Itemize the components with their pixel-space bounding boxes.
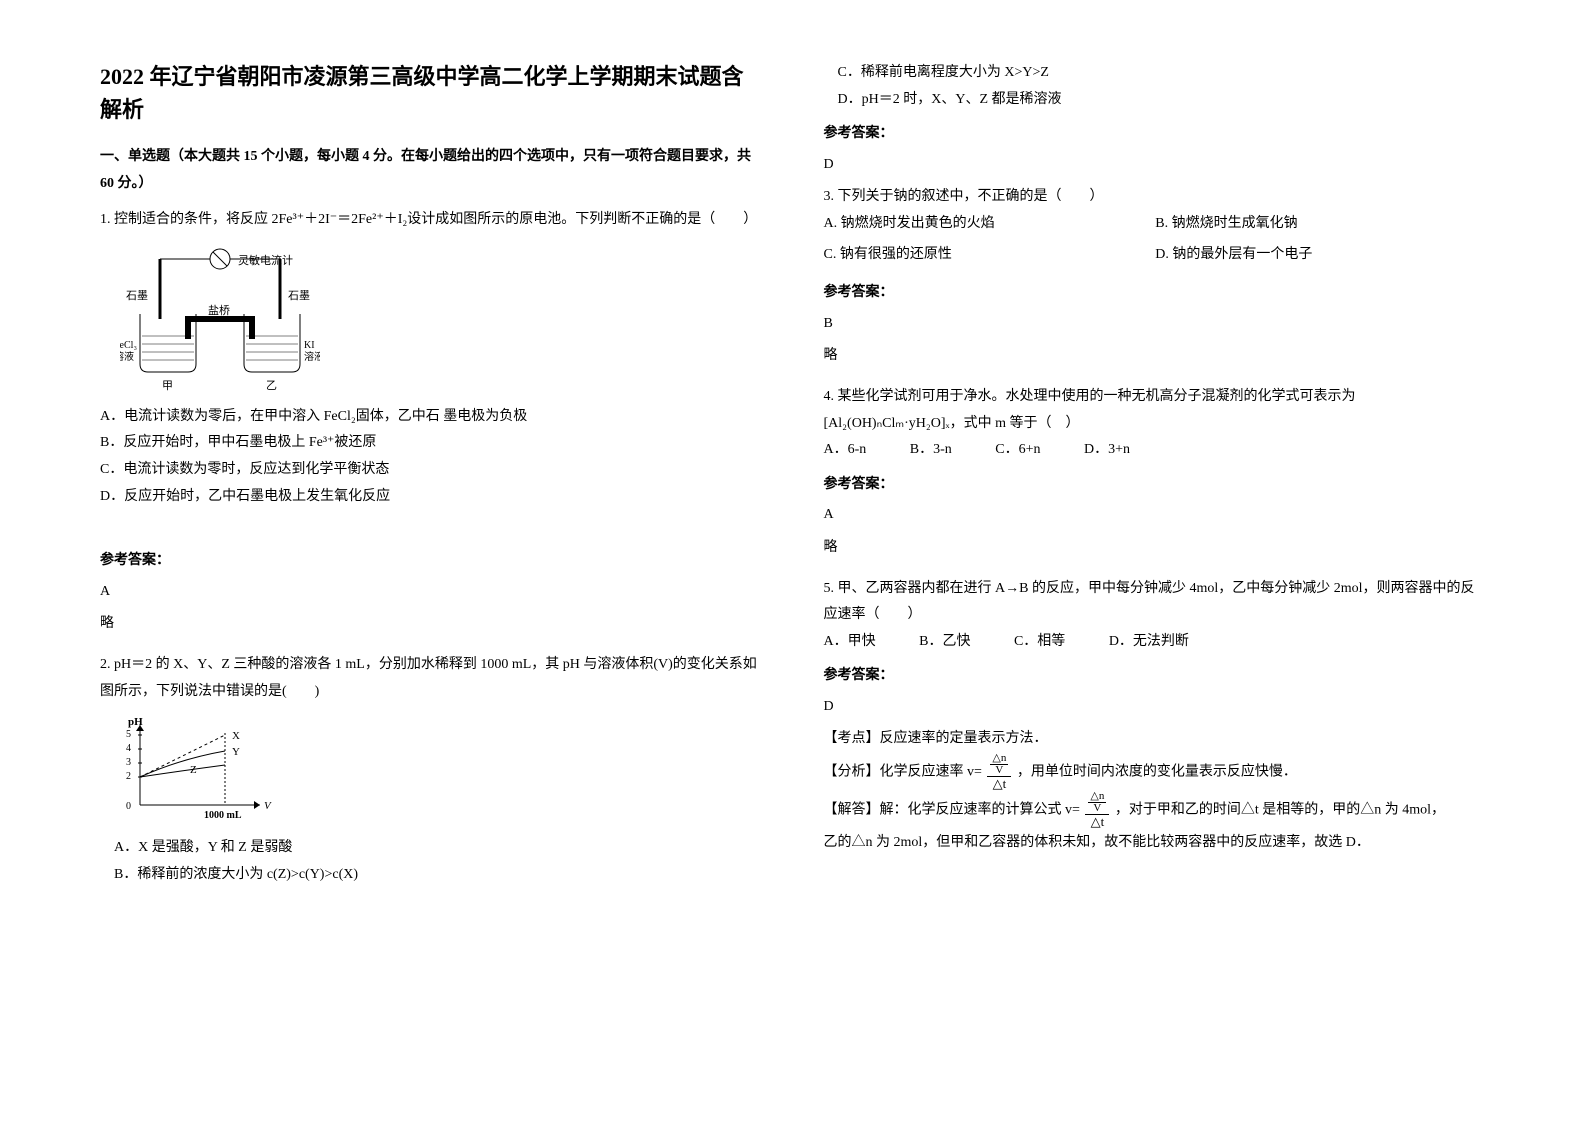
q5-optB: B．乙快 [919,629,970,656]
q5-exam: 【考点】反应速率的定量表示方法． [824,726,1488,753]
q4-optB: B．3-n [910,437,952,464]
fraction-icon: △nV △t [987,753,1011,791]
q3-optA: A. 钠燃烧时发出黄色的火焰 [824,211,1156,238]
y-axis-label: pH [128,716,143,728]
q3-note: 略 [824,343,1488,370]
graphite-right: 石墨 [288,289,310,302]
q3-stem: 3. 下列关于钠的叙述中，不正确的是（ ） [824,184,1488,211]
q4-stem2: [Al₂(OH)ₙClₘ·yH₂O]ₓ，式中 m 等于（ ） [824,411,1488,438]
svg-text:溶液: 溶液 [120,350,134,363]
q5-optC: C．相等 [1014,629,1065,656]
q5-solve-pre: 【解答】解：化学反应速率的计算公式 v= [824,803,1080,818]
question-1: 1. 控制适合的条件，将反应 2Fe³⁺＋2I⁻＝2Fe²⁺＋I₂设计成如图所示… [100,207,764,638]
question-4: 4. 某些化学试剂可用于净水。水处理中使用的一种无机高分子混凝剂的化学式可表示为… [824,384,1488,562]
left-column: 2022 年辽宁省朝阳市凌源第三高级中学高二化学上学期期末试题含解析 一、单选题… [100,60,764,1062]
salt-bridge-label: 盐桥 [208,304,230,317]
q4-optA: A．6-n [824,437,867,464]
x-tick: 1000 mL [204,810,242,821]
beaker-right-label: 乙 [266,379,277,392]
svg-text:溶液: 溶液 [304,350,320,363]
q2-answer: D [824,152,1488,179]
q5-solve: 【解答】解：化学反应速率的计算公式 v= △nV △t ，对于甲和乙的时间△t … [824,791,1488,829]
meter-label: 灵敏电流计 [238,253,293,267]
right-solution: KI [304,340,315,351]
q1-circuit-diagram: 灵敏电流计 石墨 石墨 盐桥 F [120,244,764,394]
q5-optD: D．无法判断 [1109,629,1189,656]
beaker-left-label: 甲 [162,380,173,392]
q3-optC: C. 钠有很强的还原性 [824,242,1156,269]
q1-answer: A [100,579,764,606]
svg-text:0: 0 [126,801,131,812]
q5-stem: 5. 甲、乙两容器内都在进行 A→B 的反应，甲中每分钟减少 4mol，乙中每分… [824,576,1488,629]
q2-answer-label: 参考答案： [824,121,1488,148]
q5-analysis: 【分析】化学反应速率 v= △nV △t ，用单位时间内浓度的变化量表示反应快慢… [824,753,1488,791]
q4-optD: D．3+n [1084,437,1130,464]
q2-optD: D．pH＝2 时，X、Y、Z 都是稀溶液 [824,87,1488,114]
q4-options: A．6-n B．3-n C．6+n D．3+n [824,437,1488,464]
doc-title: 2022 年辽宁省朝阳市凌源第三高级中学高二化学上学期期末试题含解析 [100,60,764,126]
q3-answer-label: 参考答案： [824,280,1488,307]
graphite-left: 石墨 [126,289,148,302]
q1-answer-label: 参考答案： [100,548,764,575]
q4-stem1: 4. 某些化学试剂可用于净水。水处理中使用的一种无机高分子混凝剂的化学式可表示为 [824,384,1488,411]
q5-optA: A．甲快 [824,629,876,656]
q1-optA: A．电流计读数为零后，在甲中溶入 FeCl₂固体，乙中石 墨电极为负极 [100,404,764,431]
q4-note: 略 [824,535,1488,562]
q5-answer-label: 参考答案： [824,663,1488,690]
q5-answer: D [824,694,1488,721]
curve-y: Y [232,746,240,758]
section-heading: 一、单选题（本大题共 15 个小题，每小题 4 分。在每小题给出的四个选项中，只… [100,144,764,197]
curve-x: X [232,730,240,742]
q5-analysis-pre: 【分析】化学反应速率 v= [824,764,982,779]
q2-optC: C．稀释前电离程度大小为 X>Y>Z [824,60,1488,87]
q3-optB: B. 钠燃烧时生成氧化钠 [1155,211,1487,238]
svg-text:5: 5 [126,729,131,740]
svg-text:3: 3 [126,757,131,768]
q1-optB: B．反应开始时，甲中石墨电极上 Fe³⁺被还原 [100,430,764,457]
q2-optB: B．稀释前的浓度大小为 c(Z)>c(Y)>c(X) [100,862,764,889]
q4-optC: C．6+n [995,437,1040,464]
q2-graph: pH 5 4 3 2 0 X Y Z [120,715,764,825]
q3-optD: D. 钠的最外层有一个电子 [1155,242,1487,269]
q1-stem: 1. 控制适合的条件，将反应 2Fe³⁺＋2I⁻＝2Fe²⁺＋I₂设计成如图所示… [100,207,764,234]
q5-solve-mid: ，对于甲和乙的时间△t 是相等的，甲的△n 为 4mol， [1115,803,1445,818]
q2-optA: A．X 是强酸，Y 和 Z 是弱酸 [100,835,764,862]
fraction-icon: △nV △t [1085,791,1109,829]
question-5: 5. 甲、乙两容器内都在进行 A→B 的反应，甲中每分钟减少 4mol，乙中每分… [824,576,1488,857]
q4-answer: A [824,502,1488,529]
left-solution: FeCl₃ [120,340,137,351]
right-column: C．稀释前电离程度大小为 X>Y>Z D．pH＝2 时，X、Y、Z 都是稀溶液 … [824,60,1488,1062]
q1-optC: C．电流计读数为零时，反应达到化学平衡状态 [100,457,764,484]
svg-text:2: 2 [126,771,131,782]
q3-options: A. 钠燃烧时发出黄色的火焰 B. 钠燃烧时生成氧化钠 C. 钠有很强的还原性 … [824,211,1488,272]
q4-answer-label: 参考答案： [824,472,1488,499]
x-axis-label: V [264,800,272,812]
svg-text:4: 4 [126,743,131,754]
question-2: 2. pH＝2 的 X、Y、Z 三种酸的溶液各 1 mL，分别加水稀释到 100… [100,652,764,888]
q1-note: 略 [100,611,764,638]
question-3: 3. 下列关于钠的叙述中，不正确的是（ ） A. 钠燃烧时发出黄色的火焰 B. … [824,184,1488,370]
q5-options: A．甲快 B．乙快 C．相等 D．无法判断 [824,629,1488,656]
curve-z: Z [190,764,197,776]
q2-stem: 2. pH＝2 的 X、Y、Z 三种酸的溶液各 1 mL，分别加水稀释到 100… [100,652,764,705]
q5-solve-end: 乙的△n 为 2mol，但甲和乙容器的体积未知，故不能比较两容器中的反应速率，故… [824,830,1488,857]
q3-answer: B [824,311,1488,338]
q1-optD: D．反应开始时，乙中石墨电极上发生氧化反应 [100,484,764,511]
q5-analysis-post: ，用单位时间内浓度的变化量表示反应快慢． [1017,764,1297,779]
